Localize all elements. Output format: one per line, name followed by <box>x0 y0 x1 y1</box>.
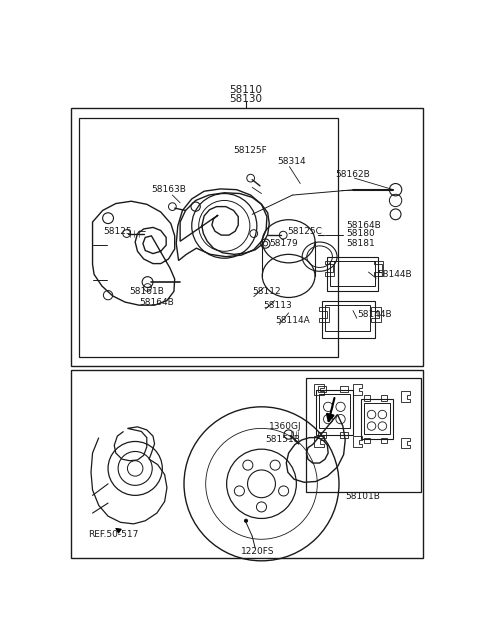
Text: 1220FS: 1220FS <box>241 547 275 556</box>
Text: 58179: 58179 <box>269 239 298 248</box>
Bar <box>79 118 338 357</box>
Text: 58114A: 58114A <box>276 316 310 325</box>
Text: 58151B: 58151B <box>265 435 300 444</box>
Text: 58125F: 58125F <box>233 146 266 155</box>
Bar <box>71 370 423 558</box>
Text: 58144B: 58144B <box>357 310 392 319</box>
Text: 58113: 58113 <box>263 301 292 310</box>
Text: 58164B: 58164B <box>347 221 382 230</box>
Text: 58144B: 58144B <box>378 270 412 279</box>
Text: 58180: 58180 <box>347 229 375 238</box>
Text: 58162B: 58162B <box>335 170 370 179</box>
Circle shape <box>244 519 248 522</box>
Text: 58110: 58110 <box>229 85 263 95</box>
Text: 1360GJ: 1360GJ <box>269 422 302 430</box>
Text: 58130: 58130 <box>229 94 263 104</box>
Text: 58314: 58314 <box>277 158 306 167</box>
Text: REF.50-517: REF.50-517 <box>88 530 138 539</box>
Text: 58161B: 58161B <box>130 287 165 296</box>
Text: 58181: 58181 <box>347 239 375 248</box>
Bar <box>306 379 421 492</box>
Text: 58164B: 58164B <box>139 298 174 307</box>
Text: 58125C: 58125C <box>287 227 322 236</box>
Text: 58163B: 58163B <box>152 185 186 194</box>
Text: 58101B: 58101B <box>345 492 380 502</box>
Bar <box>71 108 423 366</box>
Text: 58125: 58125 <box>103 227 132 236</box>
Text: 58112: 58112 <box>252 287 281 296</box>
